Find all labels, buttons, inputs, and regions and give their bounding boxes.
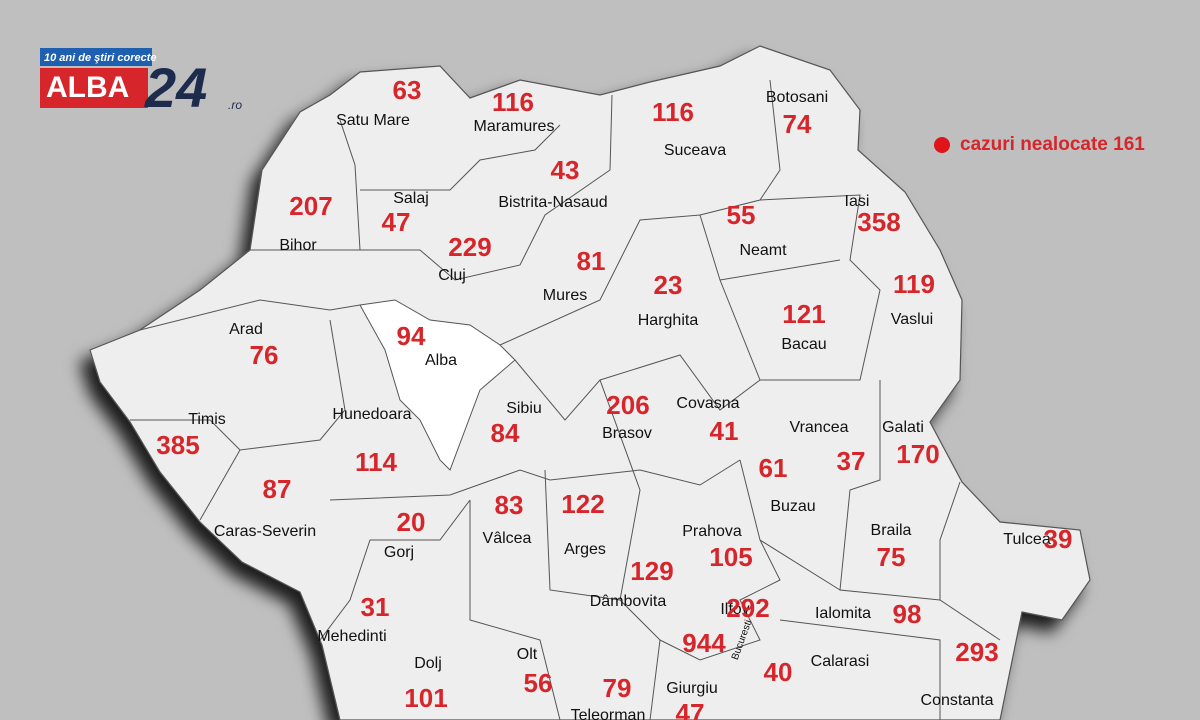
county-cases: 83 <box>495 490 524 520</box>
county-cases: 47 <box>382 207 411 237</box>
logo-box <box>40 68 148 108</box>
legend-dot <box>934 137 950 153</box>
county-name: Braila <box>871 522 912 539</box>
county-name: Timis <box>188 411 226 428</box>
county-cases: 75 <box>877 542 906 572</box>
county-name: Giurgiu <box>666 680 718 697</box>
county-name: Prahova <box>682 523 742 540</box>
county-cases: 358 <box>857 207 900 237</box>
county-name: Alba <box>425 352 457 369</box>
county-cases: 56 <box>524 668 553 698</box>
county-name: Bacau <box>781 336 826 353</box>
county-name: Arges <box>564 541 606 558</box>
county-name: Buzau <box>770 498 815 515</box>
county-name: Caras-Severin <box>214 523 316 540</box>
logo-tagline: 10 ani de ştiri corecte <box>44 52 157 64</box>
county-cases: 39 <box>1044 524 1073 554</box>
county-name: Olt <box>517 646 538 663</box>
county-cases: 944 <box>682 628 726 658</box>
county-name: Vâlcea <box>483 530 532 547</box>
county-cases: 37 <box>837 446 866 476</box>
county-cases: 55 <box>727 200 756 230</box>
county-name: Constanta <box>921 692 994 709</box>
county-name: Mures <box>543 287 587 304</box>
logo-domain: .ro <box>228 98 242 112</box>
county-cases: 76 <box>250 340 279 370</box>
county-name: Teleorman <box>571 707 646 720</box>
county-name: Vaslui <box>891 311 933 328</box>
county-cases: 122 <box>561 489 604 519</box>
county-cases: 20 <box>397 507 426 537</box>
county-name: Maramures <box>474 118 555 135</box>
county-name: Mehedinti <box>317 628 386 645</box>
county-cases: 293 <box>955 637 998 667</box>
county-cases: 206 <box>606 390 649 420</box>
logo-bar <box>40 48 152 66</box>
alba-county <box>359 299 516 471</box>
county-cases: 74 <box>783 109 812 139</box>
county-cases: 129 <box>630 556 673 586</box>
logo: 10 ani de ştiri corecte ALBA 24 .ro <box>40 48 242 119</box>
county-cases: 121 <box>782 299 825 329</box>
county-name: Cluj <box>438 267 466 284</box>
county-cases: 79 <box>603 673 632 703</box>
county-cases: 114 <box>355 447 397 477</box>
county-cases: 116 <box>492 87 534 117</box>
county-cases: 98 <box>893 599 922 629</box>
county-name: Gorj <box>384 544 414 561</box>
county-cases: 23 <box>654 270 683 300</box>
county-cases: 385 <box>156 430 199 460</box>
county-borders <box>130 79 1001 720</box>
county-name: Galati <box>882 419 924 436</box>
county-cases: 292 <box>726 593 769 623</box>
county-name: Brasov <box>602 425 652 442</box>
county-name: Harghita <box>638 312 699 329</box>
county-name: Tulcea <box>1003 531 1051 548</box>
county-name: Vrancea <box>790 419 849 436</box>
county-name: Sibiu <box>506 400 542 417</box>
county-cases: 47 <box>676 698 705 720</box>
county-cases: 41 <box>710 416 739 446</box>
county-cases: 94 <box>397 321 426 351</box>
legend-text: cazuri nealocate 161 <box>960 134 1145 155</box>
county-cases: 81 <box>577 246 606 276</box>
country-outline <box>89 45 1091 720</box>
county-name: Botosani <box>766 89 828 106</box>
county-cases: 84 <box>491 418 520 448</box>
county-name: Dâmbovita <box>590 593 667 610</box>
county-name: Ialomita <box>815 605 871 622</box>
county-name: Iasi <box>845 193 870 210</box>
county-name: Dolj <box>414 655 442 672</box>
county-name: Covasna <box>676 395 739 412</box>
county-name: Salaj <box>393 190 429 207</box>
county-cases: 43 <box>551 155 580 185</box>
county-name: Bistrita-Nasaud <box>498 194 607 211</box>
county-cases: 31 <box>361 592 390 622</box>
county-name: Bihor <box>279 237 317 254</box>
county-cases: 105 <box>709 542 752 572</box>
county-cases: 87 <box>263 474 292 504</box>
county-cases: 116 <box>652 97 694 127</box>
county-cases: 207 <box>289 191 332 221</box>
county-cases: 63 <box>393 75 422 105</box>
county-name: Arad <box>229 321 263 338</box>
county-name: Calarasi <box>811 653 870 670</box>
county-name: Ilfov <box>720 601 749 618</box>
county-cases: 101 <box>404 683 447 713</box>
county-cases: 229 <box>448 232 491 262</box>
logo-number: 24 <box>144 56 207 119</box>
county-name: Suceava <box>664 142 726 159</box>
county-cases: 170 <box>896 439 939 469</box>
county-name: Neamt <box>739 242 787 259</box>
county-cases: 119 <box>893 269 935 299</box>
county-name: Satu Mare <box>336 112 410 129</box>
county-cases: 61 <box>759 453 788 483</box>
county-name: Hunedoara <box>332 406 411 423</box>
logo-name: ALBA <box>46 71 129 104</box>
county-cases: 40 <box>764 657 793 687</box>
